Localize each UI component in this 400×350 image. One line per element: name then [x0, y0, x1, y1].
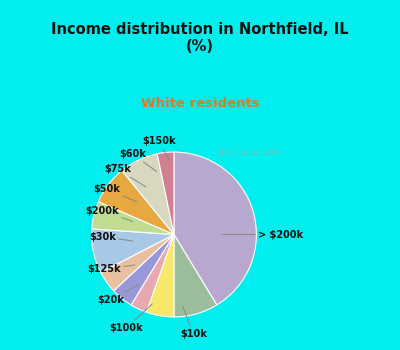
Text: $100k: $100k [110, 304, 152, 333]
Text: > $200k: > $200k [222, 230, 303, 239]
Wedge shape [114, 234, 174, 305]
Text: $50k: $50k [93, 184, 137, 202]
Text: $75k: $75k [104, 164, 146, 187]
Wedge shape [92, 202, 174, 235]
Wedge shape [157, 152, 174, 234]
Wedge shape [174, 152, 256, 305]
Text: $60k: $60k [119, 149, 156, 172]
Wedge shape [122, 154, 174, 234]
Wedge shape [146, 234, 174, 317]
Text: $30k: $30k [89, 232, 133, 242]
Wedge shape [174, 234, 217, 317]
Text: $20k: $20k [98, 285, 139, 304]
Text: $125k: $125k [88, 264, 135, 274]
Text: City-Data.com: City-Data.com [216, 148, 280, 156]
Text: $150k: $150k [142, 136, 176, 161]
Wedge shape [101, 234, 174, 291]
Text: $200k: $200k [86, 206, 133, 222]
Text: White residents: White residents [141, 97, 259, 110]
Wedge shape [98, 170, 174, 234]
Text: Income distribution in Northfield, IL
(%): Income distribution in Northfield, IL (%… [51, 22, 349, 54]
Wedge shape [92, 229, 174, 272]
Text: $10k: $10k [180, 306, 207, 339]
Wedge shape [131, 234, 174, 312]
